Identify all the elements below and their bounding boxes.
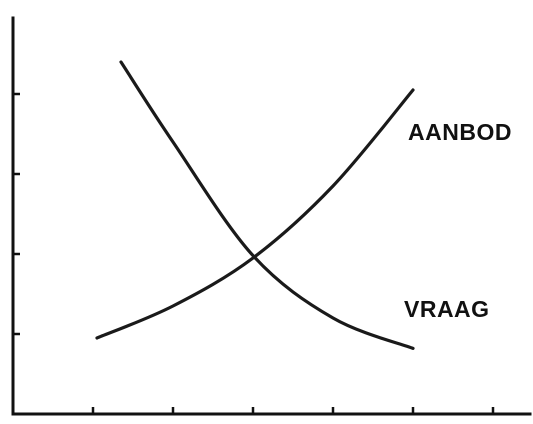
series-line-aanbod [95,88,415,340]
axes [11,16,532,416]
series-label-aanbod: AANBOD [408,119,512,145]
axis-ticks [13,92,495,414]
series-line-vraag [119,60,415,350]
series-group [95,60,415,350]
series-label-vraag: VRAAG [404,296,490,322]
series-labels: AANBOD VRAAG [404,119,512,322]
